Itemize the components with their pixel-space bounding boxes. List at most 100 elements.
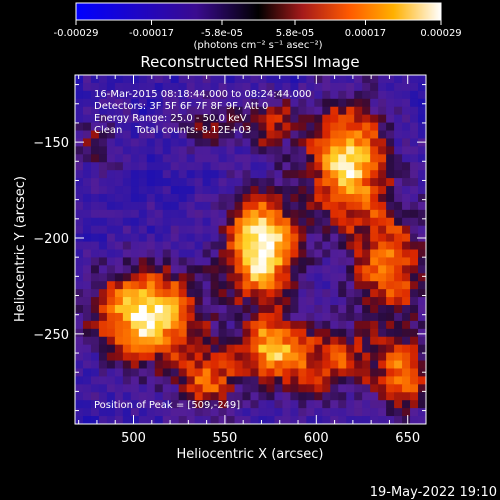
heatmap-cell (82, 209, 92, 219)
heatmap-cell (202, 154, 212, 163)
heatmap-cell (362, 241, 371, 251)
heatmap-cell (354, 289, 363, 298)
heatmap-cell (346, 273, 355, 282)
heatmap-cell (202, 106, 212, 116)
heatmap-cell (202, 75, 212, 84)
heatmap-cell (98, 90, 108, 100)
heatmap-cell (282, 305, 291, 314)
heatmap-cell (298, 138, 307, 147)
heatmap-cell (178, 320, 188, 330)
heatmap-cell (178, 201, 188, 211)
heatmap-cell (242, 400, 252, 409)
heatmap-cell (266, 225, 276, 235)
heatmap-cell (226, 360, 236, 370)
heatmap-cell (386, 320, 395, 330)
heatmap-cell (210, 265, 220, 274)
heatmap-cell (250, 138, 260, 147)
heatmap-cell (258, 114, 268, 124)
heatmap-cell (258, 82, 268, 92)
heatmap-cell (298, 233, 307, 243)
heatmap-cell (274, 122, 284, 132)
heatmap-cell (346, 265, 355, 274)
heatmap-cell (138, 122, 148, 132)
heatmap-cell (130, 408, 140, 417)
heatmap-cell (234, 289, 244, 298)
heatmap-cell (106, 90, 116, 100)
heatmap-cell (386, 273, 395, 282)
heatmap-cell (178, 170, 188, 179)
heatmap-cell (178, 249, 188, 259)
heatmap-cell (122, 336, 132, 346)
heatmap-cell (274, 170, 284, 179)
heatmap-cell (250, 90, 260, 100)
heatmap-cell (114, 122, 124, 132)
heatmap-cell (170, 384, 180, 393)
heatmap-cell (170, 392, 180, 401)
heatmap-cell (314, 217, 323, 227)
heatmap-cell (106, 376, 116, 385)
heatmap-cell (178, 193, 188, 203)
heatmap-cell (386, 82, 395, 92)
heatmap-cell (402, 352, 411, 362)
heatmap-cell (418, 170, 426, 179)
heatmap-cell (386, 352, 395, 362)
heatmap-cell (378, 281, 387, 290)
heatmap-cell (410, 154, 419, 163)
heatmap-cell (330, 122, 339, 132)
heatmap-cell (210, 312, 220, 322)
heatmap-cell (274, 281, 284, 290)
heatmap-cell (370, 376, 379, 385)
heatmap-cell (178, 186, 188, 195)
heatmap-cell (354, 98, 363, 108)
heatmap-cell (298, 130, 307, 140)
heatmap-cell (314, 241, 323, 251)
heatmap-cell (170, 408, 180, 417)
heatmap-cell (322, 265, 331, 274)
heatmap-cell (362, 312, 371, 322)
heatmap-cell (378, 138, 387, 147)
heatmap-cell (290, 352, 299, 362)
heatmap-cell (274, 154, 284, 163)
heatmap-cell (314, 352, 323, 362)
heatmap-cell (274, 201, 284, 211)
heatmap-cell (242, 281, 252, 290)
heatmap-cell (218, 408, 228, 417)
heatmap-cell (314, 289, 323, 298)
heatmap-cell (274, 312, 284, 322)
heatmap-cell (314, 392, 323, 401)
heatmap-cell (210, 114, 220, 124)
heatmap-cell (226, 336, 236, 346)
heatmap-cell (386, 146, 395, 155)
heatmap-cell (106, 225, 116, 235)
heatmap-cell (242, 257, 252, 266)
heatmap-cell (186, 384, 196, 393)
heatmap-cell (234, 241, 244, 251)
heatmap-cell (394, 352, 403, 362)
heatmap-cell (122, 281, 132, 290)
heatmap-cell (338, 273, 347, 282)
heatmap-cell (122, 217, 132, 227)
heatmap-cell (130, 138, 140, 147)
heatmap-cell (354, 297, 363, 306)
heatmap-cell (146, 162, 156, 171)
heatmap-cell (418, 265, 426, 274)
heatmap-cell (202, 336, 212, 346)
heatmap-cell (394, 241, 403, 251)
heatmap-cell (346, 241, 355, 251)
heatmap-cell (178, 336, 188, 346)
heatmap-cell (314, 384, 323, 393)
heatmap-cell (146, 384, 156, 393)
heatmap-cell (298, 146, 307, 155)
heatmap-cell (306, 82, 315, 92)
heatmap-cell (394, 376, 403, 385)
heatmap-cell (178, 281, 188, 290)
heatmap-cell (218, 186, 228, 195)
heatmap-cell (386, 122, 395, 132)
heatmap-cell (274, 408, 284, 417)
heatmap-cell (146, 193, 156, 203)
heatmap-cell (234, 265, 244, 274)
heatmap-cell (146, 130, 156, 140)
heatmap-cell (250, 114, 260, 124)
heatmap-cell (186, 186, 196, 195)
heatmap-cell (106, 146, 116, 155)
